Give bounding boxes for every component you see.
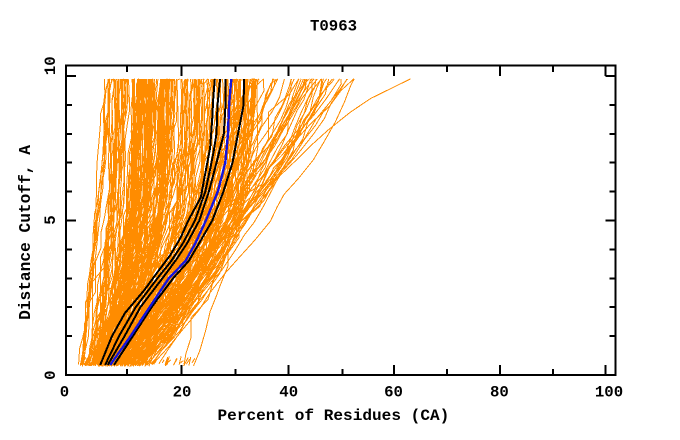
- svg-text:0: 0: [42, 370, 60, 379]
- svg-text:100: 100: [595, 383, 623, 401]
- svg-text:80: 80: [490, 383, 509, 401]
- svg-text:60: 60: [384, 383, 403, 401]
- svg-text:0: 0: [60, 383, 69, 401]
- svg-text:T0963: T0963: [310, 18, 357, 36]
- svg-text:5: 5: [42, 215, 60, 224]
- svg-text:40: 40: [279, 383, 298, 401]
- svg-text:Percent of Residues (CA): Percent of Residues (CA): [218, 407, 450, 425]
- svg-text:20: 20: [173, 383, 192, 401]
- svg-text:10: 10: [42, 56, 60, 75]
- svg-text:Distance Cutoff, A: Distance Cutoff, A: [17, 145, 35, 320]
